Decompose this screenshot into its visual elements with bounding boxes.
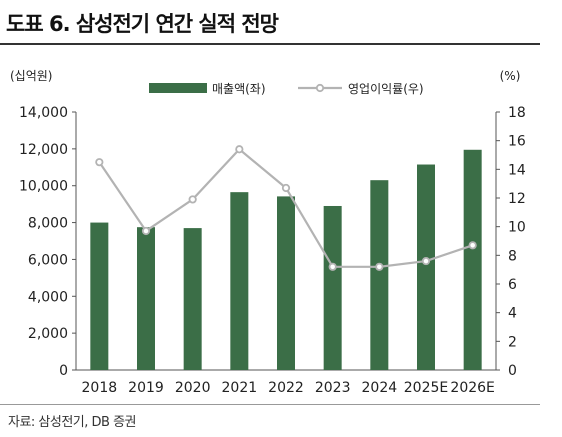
x-axis-tick-label: 2023 <box>315 380 351 396</box>
line-point-2024 <box>375 262 384 271</box>
left-axis-tick-label: 14,000 <box>19 105 68 121</box>
x-axis-labels: 2018 2019 2020 2021 2022 2023 2024 2025E 2026E <box>82 380 495 396</box>
bar-2024 <box>370 180 389 370</box>
bar-2022 <box>277 196 295 370</box>
legend-line-marker <box>315 83 325 93</box>
left-axis-tick-label: 10,000 <box>19 179 68 195</box>
x-axis-tick-label: 2021 <box>222 380 258 396</box>
left-axis-labels: 0 2,000 4,000 6,000 8,000 10,000 12,000 14,000 <box>19 105 68 379</box>
bar-series <box>90 149 482 370</box>
left-axis-tick-label: 4,000 <box>28 289 68 305</box>
left-axis-tick-label: 8,000 <box>28 216 68 232</box>
right-axis-tick-label: 2 <box>508 334 517 350</box>
right-axis-unit: (%) <box>500 69 521 83</box>
x-axis-tick-label: 2020 <box>175 380 211 396</box>
right-axis-tick-label: 4 <box>508 306 517 322</box>
source-note: 자료: 삼성전기, DB 증권 <box>8 415 137 430</box>
line-point-2021 <box>235 145 244 154</box>
right-axis-tick-label: 6 <box>508 277 517 293</box>
right-axis-tick-label: 8 <box>508 248 517 264</box>
title-divider <box>0 43 540 45</box>
legend-bar-label: 매출액(좌) <box>212 82 266 96</box>
line-series <box>95 145 477 271</box>
line-point-2025E <box>421 256 431 266</box>
footer-divider <box>0 404 540 405</box>
chart-title: 도표 6. 삼성전기 연간 실적 전망 <box>6 12 279 36</box>
legend-line-label: 영업이익률(우) <box>348 82 424 96</box>
x-axis-tick-label: 2024 <box>362 380 398 396</box>
x-axis-tick-label: 2025E <box>404 380 448 396</box>
left-axis-tick-label: 12,000 <box>19 142 68 158</box>
bar-2019 <box>137 227 155 370</box>
line-point-2018 <box>95 158 104 167</box>
x-axis-tick-label: 2026E <box>450 380 494 396</box>
right-axis-labels: 0 2 4 6 8 10 12 14 16 18 <box>508 105 526 379</box>
bar-2025E <box>417 164 435 370</box>
left-axis-tick-label: 0 <box>59 363 68 379</box>
legend-bar-swatch <box>149 83 207 93</box>
line-point-2023 <box>328 262 337 271</box>
right-axis-tick-label: 10 <box>508 220 526 236</box>
line-point-2022 <box>281 183 291 193</box>
left-axis-unit: (십억원) <box>10 69 52 83</box>
legend: 매출액(좌) 영업이익률(우) <box>149 82 424 96</box>
right-axis-tick-label: 14 <box>508 162 526 178</box>
line-point-2019 <box>141 226 151 236</box>
bar-2026E <box>463 149 482 370</box>
bar-2020 <box>183 228 202 370</box>
right-axis-tick-label: 0 <box>508 363 517 379</box>
x-axis-tick-label: 2022 <box>268 380 304 396</box>
line-point-2026E <box>468 241 477 250</box>
left-axis-tick-label: 6,000 <box>28 252 68 268</box>
x-axis-tick-label: 2019 <box>128 380 164 396</box>
bar-2023 <box>323 205 342 370</box>
bar-2021 <box>230 192 249 370</box>
right-axis-tick-label: 16 <box>508 134 526 150</box>
right-axis-tick-label: 12 <box>508 191 526 207</box>
x-axis-tick-label: 2018 <box>82 380 118 396</box>
right-axis-tick-label: 18 <box>508 105 526 121</box>
line-point-2020 <box>188 195 197 204</box>
left-axis-tick-label: 2,000 <box>28 326 68 342</box>
bar-2018 <box>90 222 109 370</box>
